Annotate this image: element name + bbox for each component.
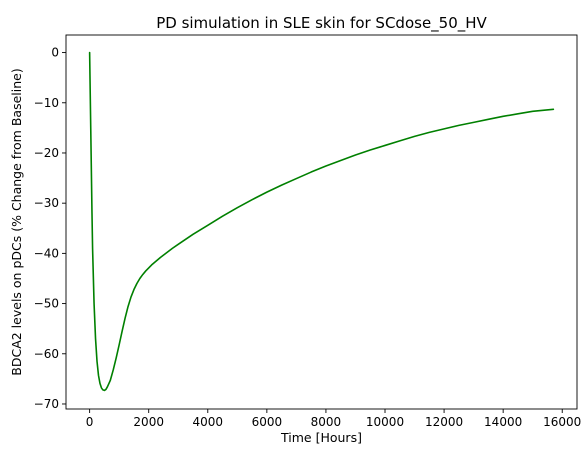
x-tick-label: 16000 <box>543 415 581 429</box>
chart-title: PD simulation in SLE skin for SCdose_50_… <box>156 14 487 33</box>
y-tick-label: −20 <box>34 146 59 160</box>
x-tick-label: 4000 <box>193 415 224 429</box>
x-tick-label: 6000 <box>252 415 283 429</box>
x-tick-label: 2000 <box>133 415 164 429</box>
y-tick-label: −50 <box>34 297 59 311</box>
y-tick-label: −10 <box>34 96 59 110</box>
y-tick-label: −70 <box>34 397 59 411</box>
y-tick-label: −60 <box>34 347 59 361</box>
y-tick-label: −40 <box>34 246 59 260</box>
x-tick-label: 12000 <box>425 415 463 429</box>
y-tick-label: 0 <box>51 46 59 60</box>
x-tick-label: 0 <box>86 415 94 429</box>
y-axis-label: BDCA2 levels on pDCs (% Change from Base… <box>9 68 24 375</box>
y-tick-label: −30 <box>34 196 59 210</box>
x-axis-label: Time [Hours] <box>280 430 362 445</box>
x-tick-label: 8000 <box>311 415 342 429</box>
x-tick-label: 14000 <box>484 415 522 429</box>
x-tick-label: 10000 <box>366 415 404 429</box>
